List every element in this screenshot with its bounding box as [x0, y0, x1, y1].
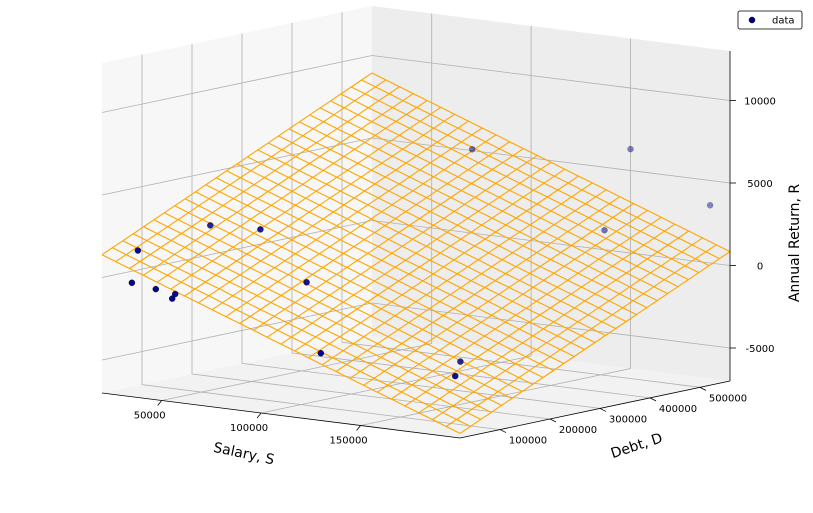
data-point-10	[601, 226, 608, 234]
y-tick-label-4: 500000	[709, 393, 747, 404]
surface-line-y-7	[174, 205, 533, 385]
surface-line-y-11	[215, 177, 575, 357]
surface-line-y-16	[267, 142, 627, 322]
z-tick-label-0: -5000	[745, 344, 774, 355]
data-points	[128, 145, 714, 380]
surface-line-y-12	[226, 170, 585, 350]
y-tick-label-1: 200000	[559, 425, 597, 436]
data-point-4	[168, 295, 176, 302]
surface-line-y-9	[195, 191, 554, 371]
x-tick-label-2: 150000	[330, 436, 368, 447]
y-gridline-1	[191, 44, 551, 420]
data-point-5	[207, 222, 214, 229]
surface-line-y-19	[299, 121, 658, 302]
y-tick-label-3: 400000	[659, 404, 697, 415]
data-point-0	[134, 247, 142, 254]
surface-line-y-17	[278, 135, 637, 316]
surface-line-y-10	[205, 184, 565, 364]
legend: data	[737, 10, 803, 30]
data-point-12	[627, 145, 634, 153]
data-point-8	[317, 349, 325, 357]
x-tick-mark-2	[356, 425, 361, 431]
y-axis-line	[459, 380, 731, 439]
data-point-2	[152, 285, 160, 293]
y-tick-mark-3	[649, 397, 657, 402]
x-axis-label: Salary, S	[212, 440, 276, 469]
legend-frame	[737, 10, 803, 30]
surface-line-y-22	[330, 100, 689, 281]
legend-entry-data: data	[772, 16, 795, 27]
y-tick-label-0: 100000	[509, 436, 547, 447]
surface-line-y-20	[309, 114, 668, 295]
surface-line-y-21	[319, 107, 679, 288]
surface-line-y-2	[122, 240, 482, 420]
y-gridline-0	[141, 54, 501, 430]
data-point-6	[257, 226, 264, 233]
surface-line-y-14	[247, 156, 606, 336]
surface-line-y-8	[184, 198, 544, 378]
surface-line-y-24	[350, 86, 710, 267]
z-axis-label: Annual Return, R	[787, 184, 803, 302]
y-tick-label-2: 300000	[609, 414, 647, 425]
data-point-13	[451, 372, 459, 380]
y-gridline-2	[241, 33, 601, 409]
surface-line-y-5	[153, 219, 513, 399]
x-tick-label-1: 100000	[230, 423, 268, 434]
y-tick-mark-2	[599, 408, 607, 412]
surface-line-y-23	[340, 93, 700, 274]
surface-line-y-25	[361, 79, 720, 260]
data-point-9	[457, 358, 464, 365]
z-tick-label-3: 10000	[744, 97, 776, 108]
surface-line-y-18	[288, 128, 648, 309]
surface-line-y-15	[257, 149, 617, 329]
surface-line-y-4	[143, 226, 502, 406]
y-tick-mark-4	[699, 386, 707, 391]
x-tick-mark-0	[157, 400, 162, 406]
data-point-7	[303, 279, 310, 286]
surface-line-y-26	[371, 72, 731, 253]
x-tick-mark-1	[256, 412, 262, 419]
y-axis-label: Debt, D	[609, 430, 665, 462]
surface-line-y-1	[112, 247, 471, 427]
z-gridline-3	[101, 55, 731, 113]
data-point-11	[468, 146, 476, 153]
z-gridline-0	[101, 302, 731, 361]
legend-marker	[748, 16, 756, 24]
x-tick-label-0: 50000	[134, 411, 166, 422]
axes-panes	[102, 6, 730, 438]
surface-line-y-3	[132, 233, 492, 413]
y-tick-mark-1	[549, 418, 557, 423]
data-point-1	[128, 279, 136, 287]
regression-surface	[101, 72, 731, 434]
y-gridline-4	[341, 12, 701, 388]
surface-line-y-0	[101, 254, 461, 434]
data-point-3	[171, 290, 179, 298]
data-point-14	[706, 202, 714, 209]
surface-line-y-13	[236, 163, 596, 343]
y-tick-mark-0	[499, 429, 507, 433]
z-tick-label-2: 5000	[747, 179, 772, 190]
z-tick-label-1: 0	[757, 262, 763, 273]
